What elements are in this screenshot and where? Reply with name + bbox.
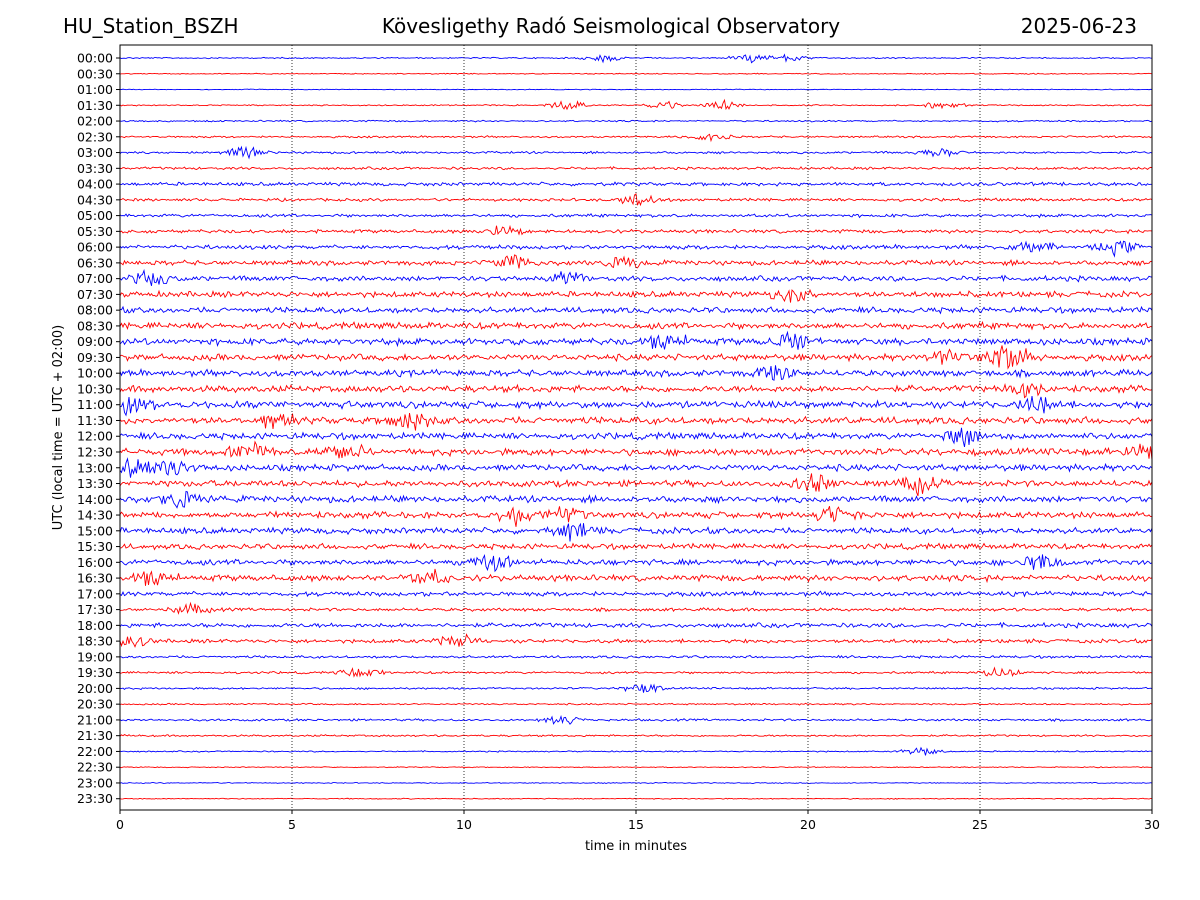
x-tick-label: 20: [800, 817, 816, 832]
x-axis-label: time in minutes: [585, 839, 687, 854]
trace-0900: [119, 330, 1153, 350]
y-tick-label: 05:30: [77, 224, 113, 239]
y-tick-label: 22:30: [77, 760, 113, 775]
y-tick-label: 16:00: [77, 555, 113, 570]
y-tick-label: 20:00: [77, 681, 113, 696]
y-tick-label: 01:00: [77, 82, 113, 97]
y-tick-label: 00:00: [77, 51, 113, 66]
trace-2000: [119, 683, 1153, 694]
trace-0500: [119, 212, 1153, 219]
y-tick-label: 17:00: [77, 586, 113, 601]
y-tick-label: 03:30: [77, 161, 113, 176]
chart-title: Kövesligethy Radó Seismological Observat…: [381, 14, 841, 38]
y-tick-label: 16:30: [77, 571, 113, 586]
y-tick-label: 21:30: [77, 728, 113, 743]
y-tick-label: 15:00: [77, 523, 113, 538]
trace-2230: [119, 766, 1153, 769]
y-tick-label: 13:00: [77, 460, 113, 475]
y-tick-label: 15:30: [77, 539, 113, 554]
trace-0400: [119, 181, 1153, 187]
y-tick-label: 17:30: [77, 602, 113, 617]
y-tick-label: 02:00: [77, 114, 113, 129]
trace-2030: [119, 702, 1153, 706]
trace-1830: [119, 633, 1153, 648]
y-tick-label: 11:00: [77, 397, 113, 412]
y-tick-label: 21:00: [77, 712, 113, 727]
trace-0700: [119, 268, 1153, 286]
trace-1630: [119, 568, 1153, 586]
trace-0130: [119, 98, 1153, 111]
y-tick-label: 06:30: [77, 255, 113, 270]
trace-0530: [119, 224, 1153, 236]
trace-0030: [119, 72, 1153, 75]
y-tick-label: 13:30: [77, 476, 113, 491]
y-tick-label: 20:30: [77, 697, 113, 712]
trace-0300: [119, 145, 1153, 160]
y-tick-label: 18:30: [77, 634, 113, 649]
y-tick-label: 10:30: [77, 381, 113, 396]
x-tick-label: 30: [1144, 817, 1160, 832]
trace-1130: [119, 412, 1153, 431]
x-tick-label: 15: [628, 817, 644, 832]
trace-2200: [119, 746, 1153, 756]
trace-1530: [119, 542, 1153, 551]
y-tick-label: 05:00: [77, 208, 113, 223]
y-axis: 00:0000:3001:0001:3002:0002:3003:0003:30…: [77, 51, 120, 806]
x-tick-label: 10: [456, 817, 472, 832]
y-tick-label: 08:30: [77, 318, 113, 333]
trace-1400: [119, 490, 1153, 509]
y-axis-label: UTC (local time = UTC + 02:00): [51, 325, 66, 530]
y-tick-label: 23:00: [77, 775, 113, 790]
date-label: 2025-06-23: [1020, 14, 1137, 38]
y-tick-label: 09:00: [77, 334, 113, 349]
y-tick-label: 12:00: [77, 429, 113, 444]
y-tick-label: 02:30: [77, 129, 113, 144]
y-tick-label: 10:00: [77, 366, 113, 381]
grid-lines: [291, 45, 981, 810]
station-label: HU_Station_BSZH: [63, 14, 239, 38]
y-tick-label: 22:00: [77, 744, 113, 759]
y-tick-label: 14:00: [77, 492, 113, 507]
y-tick-label: 12:30: [77, 445, 113, 460]
y-tick-label: 07:00: [77, 271, 113, 286]
y-tick-label: 14:30: [77, 508, 113, 523]
y-tick-label: 06:00: [77, 240, 113, 255]
y-tick-label: 23:30: [77, 791, 113, 806]
y-tick-label: 07:30: [77, 287, 113, 302]
y-tick-label: 04:00: [77, 177, 113, 192]
x-tick-label: 5: [288, 817, 296, 832]
y-tick-label: 03:00: [77, 145, 113, 160]
y-tick-label: 04:30: [77, 192, 113, 207]
trace-1000: [119, 365, 1153, 381]
y-tick-label: 09:30: [77, 350, 113, 365]
trace-0000: [119, 53, 1153, 64]
x-tick-label: 25: [972, 817, 988, 832]
y-tick-label: 08:00: [77, 303, 113, 318]
y-tick-label: 19:00: [77, 649, 113, 664]
trace-0730: [119, 288, 1153, 303]
trace-1730: [119, 601, 1153, 615]
trace-0100: [119, 88, 1153, 91]
y-tick-label: 18:00: [77, 618, 113, 633]
trace-0830: [119, 320, 1153, 331]
y-tick-label: 19:30: [77, 665, 113, 680]
y-tick-label: 01:30: [77, 98, 113, 113]
trace-0430: [119, 193, 1153, 207]
y-tick-label: 11:30: [77, 413, 113, 428]
y-tick-label: 00:30: [77, 66, 113, 81]
trace-1500: [119, 522, 1153, 542]
x-tick-label: 0: [116, 817, 124, 832]
trace-1600: [119, 553, 1153, 573]
x-axis: 0 5 10 15 20 25 30: [116, 810, 1160, 832]
